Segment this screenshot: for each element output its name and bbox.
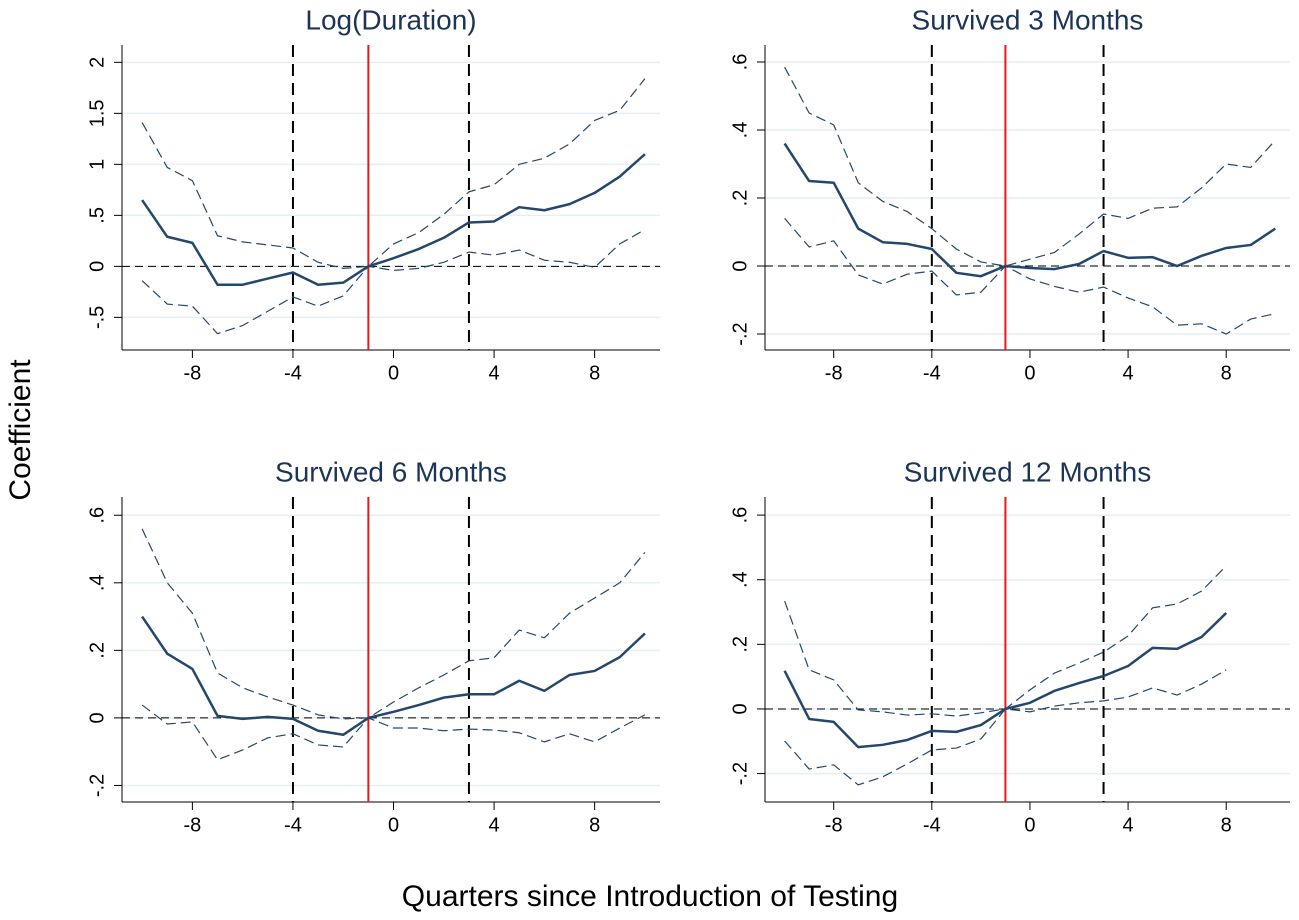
x-tick-label: -8 [825, 362, 843, 384]
y-tick-label: 1.5 [86, 99, 108, 127]
y-tick-label: 0 [729, 260, 751, 271]
y-tick-label: 1 [86, 159, 108, 170]
y-tick-label: 0 [86, 261, 108, 272]
x-tick-label: 8 [589, 362, 600, 384]
y-tick-label: .4 [729, 122, 751, 139]
chart-title: Survived 3 Months [912, 4, 1144, 35]
x-tick-label: 4 [1123, 814, 1134, 836]
x-tick-label: 8 [1221, 814, 1232, 836]
x-tick-label: 0 [1024, 814, 1035, 836]
chart-title: Log(Duration) [305, 4, 476, 35]
confidence-line [141, 229, 646, 335]
confidence-line [141, 528, 646, 720]
x-tick-label: 0 [388, 362, 399, 384]
x-tick-label: 8 [589, 814, 600, 836]
y-tick-label: .6 [729, 507, 751, 524]
confidence-line [141, 78, 646, 269]
estimate-line [141, 615, 646, 737]
estimate-line [783, 142, 1276, 278]
y-tick-label: 2 [86, 57, 108, 68]
x-axis-title: Quarters since Introduction of Testing [402, 880, 898, 913]
y-tick-label: 0 [729, 703, 751, 714]
y-axis-title: Coefficient [4, 359, 37, 501]
confidence-line [784, 66, 1276, 267]
confidence-line [141, 704, 646, 761]
chart-title: Survived 12 Months [904, 456, 1151, 487]
y-tick-label: 0 [86, 712, 108, 723]
x-tick-label: 8 [1221, 362, 1232, 384]
x-tick-label: -8 [183, 362, 201, 384]
y-tick-label: .2 [729, 636, 751, 653]
x-tick-label: 4 [1123, 362, 1134, 384]
y-tick-label: -.2 [729, 762, 751, 785]
confidence-line [784, 218, 1276, 335]
y-tick-label: -.2 [729, 322, 751, 345]
y-tick-label: .5 [86, 207, 108, 224]
y-tick-label: .4 [729, 571, 751, 588]
y-tick-label: .2 [729, 190, 751, 207]
confidence-line [784, 565, 1227, 717]
y-tick-label: .6 [729, 54, 751, 71]
y-tick-label: .6 [86, 507, 108, 524]
x-tick-label: 0 [1024, 362, 1035, 384]
y-tick-label: -.2 [86, 774, 108, 797]
chart-title: Survived 6 Months [275, 456, 507, 487]
x-tick-label: -4 [284, 814, 302, 836]
x-tick-label: 4 [489, 814, 500, 836]
y-tick-label: -.5 [86, 306, 108, 329]
x-tick-label: 0 [388, 814, 399, 836]
x-tick-label: -8 [183, 814, 201, 836]
estimate-line [141, 153, 646, 286]
x-tick-label: 4 [489, 362, 500, 384]
y-tick-label: .4 [86, 574, 108, 591]
x-tick-label: -4 [284, 362, 302, 384]
x-tick-label: -8 [825, 814, 843, 836]
x-tick-label: -4 [923, 814, 941, 836]
y-tick-label: .2 [86, 642, 108, 659]
x-tick-label: -4 [923, 362, 941, 384]
confidence-line [784, 669, 1227, 786]
